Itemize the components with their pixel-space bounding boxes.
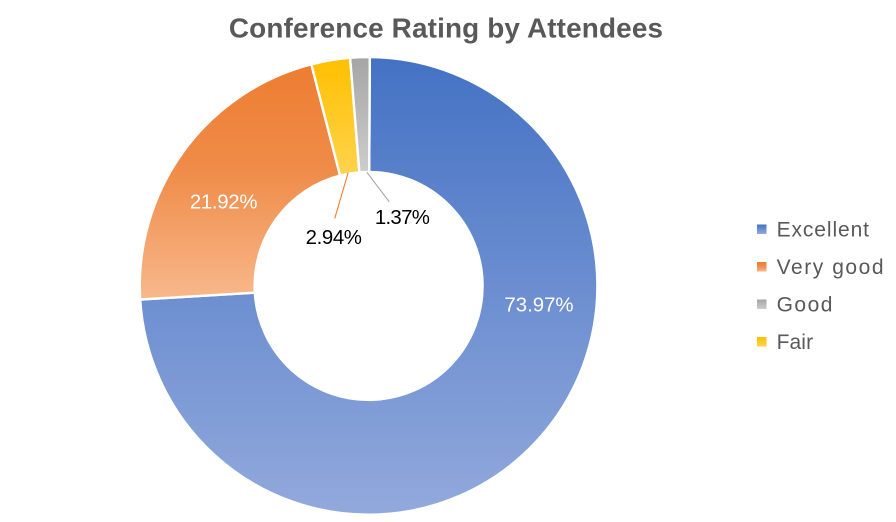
svg-text:21.92%: 21.92% [190, 192, 258, 214]
svg-text:Conference Rating by Attendees: Conference Rating by Attendees [229, 13, 663, 44]
svg-text:Fair: Fair [777, 331, 814, 354]
svg-text:Very good: Very good [777, 256, 886, 279]
svg-text:1.37%: 1.37% [375, 207, 430, 229]
svg-text:73.97%: 73.97% [504, 295, 573, 317]
svg-text:Good: Good [777, 294, 834, 317]
svg-text:Excellent: Excellent [777, 219, 870, 242]
svg-text:2.94%: 2.94% [306, 227, 362, 249]
